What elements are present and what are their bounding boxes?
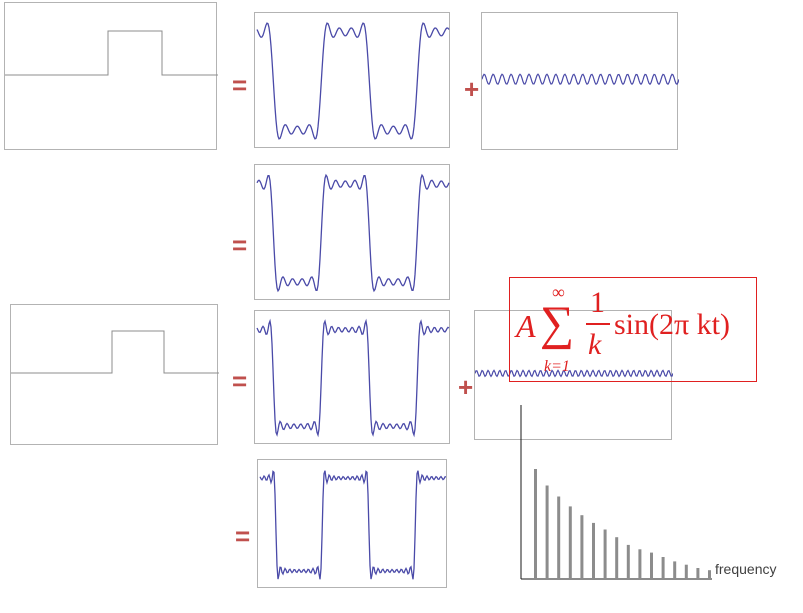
wave-panel-row-3 — [254, 310, 450, 444]
partial-sum-wave-row-4 — [259, 470, 447, 580]
spectrum-bar — [708, 570, 711, 579]
spectrum-bar — [592, 522, 595, 579]
equals-sign-row-4: = — [235, 521, 251, 551]
wave-curve — [256, 318, 450, 438]
wave-curve — [259, 470, 447, 580]
spectrum-bar — [603, 529, 607, 579]
square-pulse-panel-bottom — [10, 304, 219, 445]
equals-sign-row-2: = — [232, 230, 248, 260]
frequency-spectrum — [520, 405, 712, 580]
equals-sign-row-3: = — [232, 366, 248, 396]
harmonic-panel-row-3 — [474, 310, 673, 440]
partial-sum-wave-row-3 — [256, 318, 450, 438]
equals-sign-row-1: = — [232, 70, 248, 100]
harmonic-wave-row-1 — [482, 73, 679, 86]
formula-fraction-bar — [586, 323, 610, 325]
spectrum-bar — [673, 561, 677, 579]
harmonic-curve — [475, 369, 673, 378]
formula-amplitude: A — [516, 308, 536, 344]
spectrum-x-axis-label: frequency — [715, 561, 777, 577]
spectrum-bar — [545, 485, 549, 579]
harmonic-panel-row-1 — [481, 12, 679, 150]
formula-sine-term: sin(2π kt) — [614, 308, 730, 341]
square-pulse-drawing-top — [5, 30, 218, 76]
harmonic-wave-row-3 — [475, 369, 673, 378]
wave-panel-row-1 — [254, 12, 450, 148]
square-pulse-drawing-bottom — [11, 330, 219, 374]
spectrum-bar — [557, 496, 561, 579]
spectrum-bar — [615, 537, 619, 579]
spectrum-bar — [568, 506, 572, 579]
spectrum-bar — [534, 469, 537, 579]
partial-sum-wave-row-2 — [256, 173, 450, 293]
spectrum-bar — [626, 544, 630, 579]
spectrum-bar — [580, 515, 584, 579]
wave-curve — [256, 22, 450, 140]
spectrum-bar — [696, 568, 700, 579]
wave-panel-row-2 — [254, 164, 450, 300]
formula-upper-limit: ∞ — [552, 282, 565, 302]
square-pulse-panel-top — [4, 2, 218, 150]
wave-curve — [256, 173, 450, 293]
formula-fraction-numerator: 1 — [590, 286, 605, 319]
plus-sign-row-1: + — [464, 74, 480, 104]
wave-panel-row-4 — [257, 459, 447, 588]
plus-sign-row-3: + — [458, 372, 474, 402]
spectrum-bar — [650, 552, 653, 579]
formula-lower-limit: k=1 — [544, 358, 570, 375]
formula-fraction-denominator: k — [588, 328, 602, 361]
formula-sum-symbol: ∑ — [540, 297, 575, 350]
partial-sum-wave-row-1 — [256, 22, 450, 140]
spectrum-bar — [638, 549, 642, 579]
harmonic-curve — [482, 73, 679, 86]
fourier-series-formula: A ∞ ∑ k=1 1 k sin(2π kt) — [509, 277, 757, 382]
spectrum-bar — [684, 564, 688, 579]
spectrum-bar — [661, 557, 665, 579]
